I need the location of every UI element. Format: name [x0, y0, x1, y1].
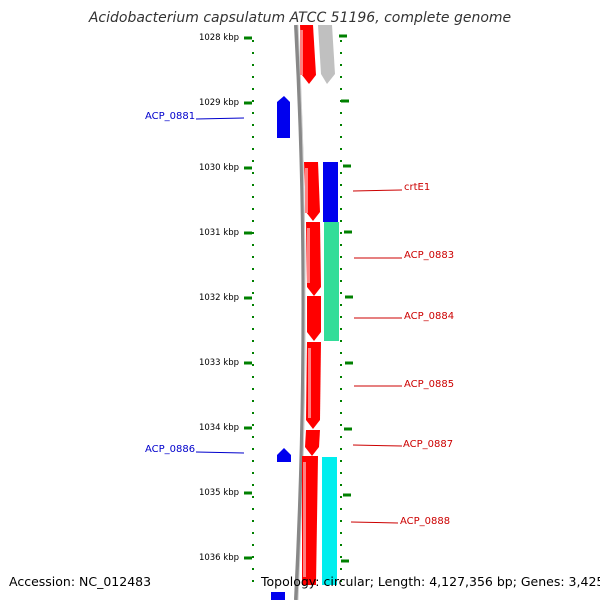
- ruler-label: 1033 kbp: [198, 358, 239, 368]
- ruler-label: 1029 kbp: [198, 98, 239, 108]
- left-ruler: [244, 36, 254, 585]
- topology-text: Topology: circular; Length: 4,127,356 bp…: [261, 574, 600, 589]
- ruler-label: 1034 kbp: [198, 423, 239, 433]
- gene-label-acp0886[interactable]: ACP_0886: [145, 444, 196, 455]
- ruler-label: 1031 kbp: [198, 228, 239, 238]
- reverse-cds-track: [271, 96, 291, 600]
- cds-block-acp0886: [277, 448, 291, 462]
- category-block-blue: [323, 162, 338, 222]
- gene-label-crte1[interactable]: crtE1: [404, 182, 431, 193]
- right-ruler: [339, 34, 353, 585]
- ruler-label: 1030 kbp: [198, 163, 239, 173]
- gene-label-acp0884[interactable]: ACP_0884: [404, 311, 455, 322]
- ruler-label: 1035 kbp: [198, 488, 239, 498]
- gene-label-acp0885[interactable]: ACP_0885: [404, 379, 455, 390]
- gene-label-acp0881[interactable]: ACP_0881: [145, 111, 196, 122]
- gene-label-acp0883[interactable]: ACP_0883: [404, 250, 455, 261]
- cds-block-acp0887: [305, 430, 320, 456]
- label-leaders: [195, 117, 403, 524]
- cds-block-acp0881: [277, 96, 290, 138]
- ruler-label: 1028 kbp: [198, 33, 239, 43]
- map-title: Acidobacterium capsulatum ATCC 51196, co…: [88, 10, 512, 26]
- ruler-label: 1036 kbp: [198, 553, 239, 563]
- forward-cds-track: [300, 25, 321, 585]
- cds-block-acp0884: [307, 296, 321, 341]
- ruler-label: 1032 kbp: [198, 293, 239, 303]
- category-block-cyan: [322, 457, 337, 585]
- accession-text: Accession: NC_012483: [9, 574, 152, 589]
- genome-backbone: [294, 24, 306, 600]
- category-block-gray: [318, 25, 335, 84]
- gene-label-acp0887[interactable]: ACP_0887: [403, 439, 454, 450]
- gene-label-acp0888[interactable]: ACP_0888: [400, 516, 451, 527]
- category-block-green: [324, 222, 339, 341]
- cds-block-top: [300, 25, 316, 84]
- category-track: [318, 25, 339, 585]
